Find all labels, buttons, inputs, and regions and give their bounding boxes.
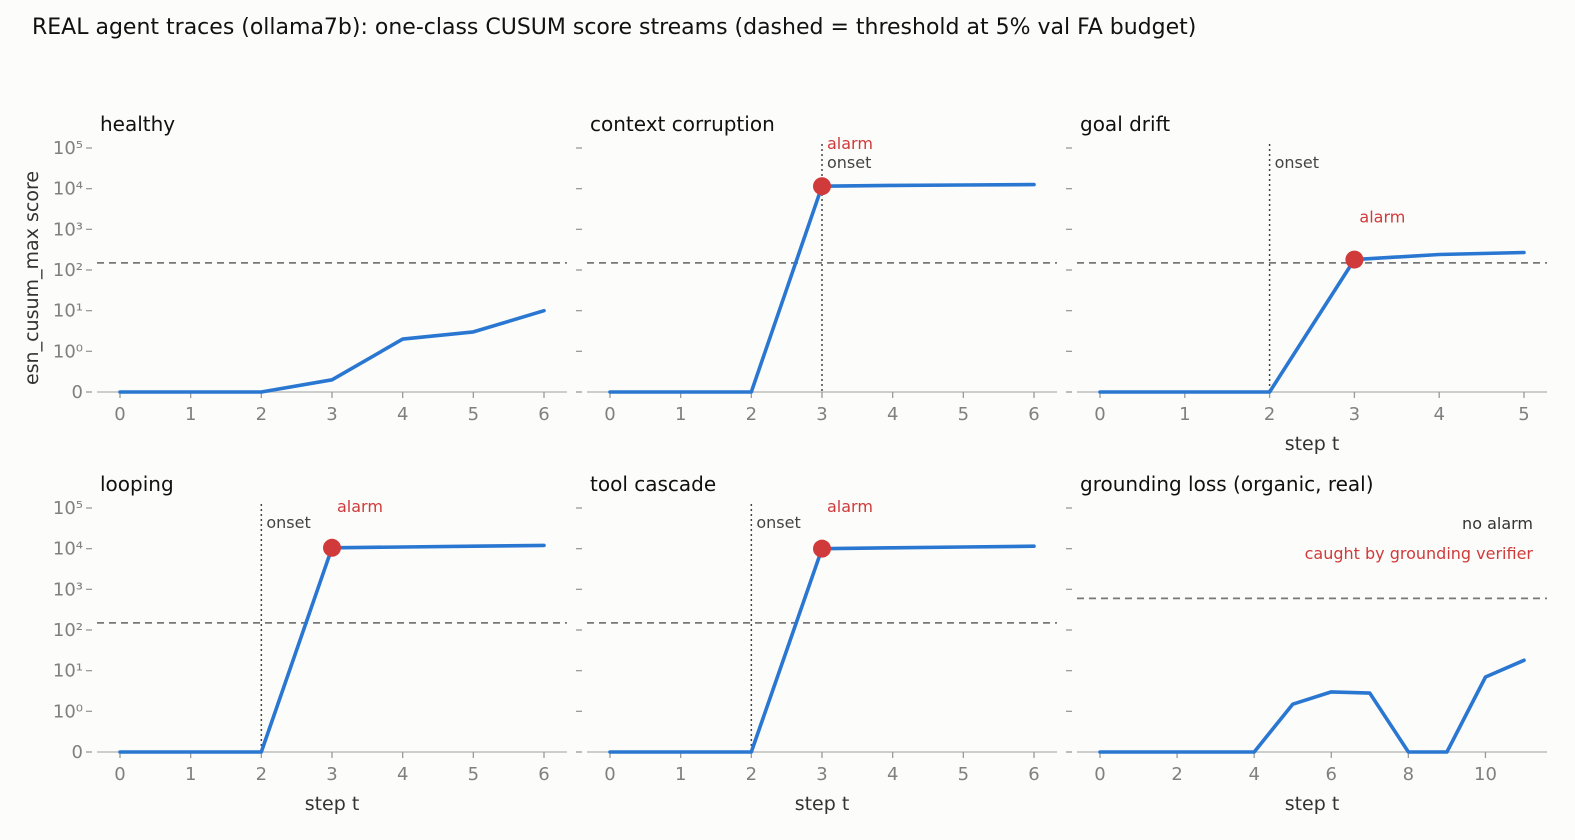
y-tick-label: 0 <box>72 382 83 403</box>
y-tick-label: 10³ <box>53 219 83 240</box>
x-tick-label: 4 <box>887 764 898 785</box>
x-tick-label: 6 <box>1028 404 1039 425</box>
x-tick-label: 0 <box>114 404 125 425</box>
alarm-label: alarm <box>827 134 873 153</box>
panel-title: context corruption <box>590 112 775 136</box>
x-axis-label: step t <box>305 793 360 815</box>
x-tick-label: 6 <box>1326 764 1337 785</box>
alarm-marker <box>813 539 831 558</box>
x-tick-label: 6 <box>1028 764 1039 785</box>
alarm-marker <box>323 538 341 557</box>
onset-label: onset <box>827 153 871 172</box>
alarm-label: alarm <box>827 497 873 516</box>
x-tick-label: 1 <box>675 404 686 425</box>
x-axis-label: step t <box>1285 793 1340 815</box>
x-tick-label: 1 <box>1179 404 1190 425</box>
panel-1: healthy 0 10⁰ 10¹ 10² 10³ 10⁴ 10⁵ 0 1 2 3 4 5 6 esn_cus… <box>21 112 567 425</box>
x-tick-label: 1 <box>185 764 196 785</box>
x-tick-label: 2 <box>746 404 757 425</box>
x-tick-label: 4 <box>397 764 408 785</box>
onset-label: onset <box>756 513 800 532</box>
x-tick-label: 0 <box>604 404 615 425</box>
panel-6: grounding loss (organic, real) 0 2 4 6 8 10 ste… <box>1066 472 1547 815</box>
y-axis-label: esn_cusum_max score <box>21 171 43 385</box>
x-tick-label: 3 <box>326 404 337 425</box>
no-alarm-note: no alarm <box>1462 514 1533 533</box>
x-tick-label: 0 <box>604 764 615 785</box>
x-tick-label: 3 <box>816 404 827 425</box>
x-tick-label: 3 <box>1349 404 1360 425</box>
onset-label: onset <box>1275 153 1319 172</box>
series-line <box>1098 658 1526 754</box>
alarm-label: alarm <box>1359 208 1405 227</box>
x-tick-label: 0 <box>1094 764 1105 785</box>
x-tick-label: 6 <box>538 404 549 425</box>
x-tick-label: 8 <box>1403 764 1414 785</box>
panel-title: goal drift <box>1080 112 1170 136</box>
y-tick-label: 10⁵ <box>53 138 83 159</box>
x-tick-label: 3 <box>326 764 337 785</box>
panel-title: grounding loss (organic, real) <box>1080 472 1374 496</box>
series-line <box>1098 250 1526 394</box>
y-tick-label: 0 <box>72 742 83 763</box>
y-tick-label: 10⁴ <box>53 179 83 200</box>
x-tick-label: 2 <box>256 764 267 785</box>
alarm-marker <box>813 177 831 196</box>
x-tick-label: 4 <box>887 404 898 425</box>
x-tick-label: 5 <box>958 404 969 425</box>
verifier-note: caught by grounding verifier <box>1305 544 1534 563</box>
x-tick-label: 2 <box>746 764 757 785</box>
y-tick-label: 10² <box>53 620 83 641</box>
y-tick-label: 10⁴ <box>53 539 83 560</box>
panel-4: looping 0 10⁰ 10¹ 10² 10³ 10⁴ 10⁵ 0 1 2 3 4 5 6 step t o… <box>53 472 567 815</box>
x-tick-label: 5 <box>468 764 479 785</box>
x-tick-label: 5 <box>958 764 969 785</box>
x-tick-label: 4 <box>1248 764 1259 785</box>
x-tick-label: 1 <box>185 404 196 425</box>
x-tick-label: 3 <box>816 764 827 785</box>
x-tick-label: 6 <box>538 764 549 785</box>
x-tick-label: 10 <box>1474 764 1497 785</box>
x-tick-label: 2 <box>256 404 267 425</box>
series-line <box>118 308 546 394</box>
onset-label: onset <box>266 513 310 532</box>
x-tick-label: 2 <box>1264 404 1275 425</box>
panel-5: tool cascade 0 1 2 3 4 5 6 step t onset alarm <box>576 472 1057 815</box>
x-axis-label: step t <box>1285 433 1340 455</box>
y-tick-label: 10¹ <box>53 661 83 682</box>
x-tick-label: 4 <box>1433 404 1444 425</box>
x-tick-label: 4 <box>397 404 408 425</box>
alarm-label: alarm <box>337 497 383 516</box>
y-tick-label: 10³ <box>53 579 83 600</box>
x-tick-label: 2 <box>1171 764 1182 785</box>
y-tick-label: 10⁰ <box>53 341 83 362</box>
x-axis-label: step t <box>795 793 850 815</box>
x-tick-label: 5 <box>468 404 479 425</box>
x-tick-label: 0 <box>1094 404 1105 425</box>
panel-3: goal drift 0 1 2 3 4 5 step t onset alarm <box>1066 112 1547 455</box>
panel-title: looping <box>100 472 174 496</box>
alarm-marker <box>1345 250 1364 269</box>
x-tick-label: 0 <box>114 764 125 785</box>
y-tick-label: 10⁵ <box>53 498 83 519</box>
panel-title: healthy <box>100 112 175 136</box>
y-tick-label: 10¹ <box>53 301 83 322</box>
y-tick-label: 10² <box>53 260 83 281</box>
y-tick-label: 10⁰ <box>53 701 83 722</box>
figure-title: REAL agent traces (ollama7b): one-class … <box>32 15 1196 40</box>
x-tick-label: 5 <box>1518 404 1529 425</box>
x-tick-label: 1 <box>675 764 686 785</box>
panel-title: tool cascade <box>590 472 716 496</box>
